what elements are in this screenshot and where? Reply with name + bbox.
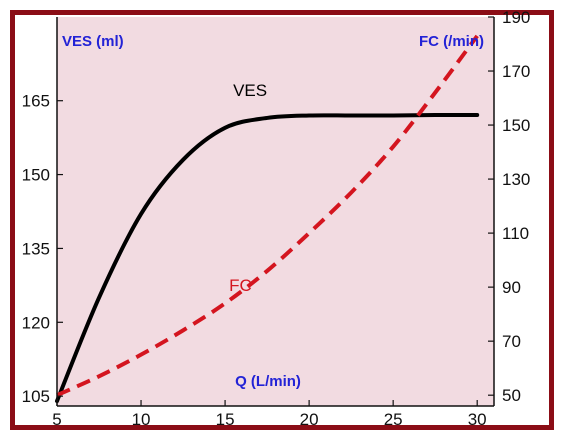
right-tick-label: 110: [502, 224, 529, 243]
left-axis-title: VES (ml): [62, 33, 124, 50]
series-fc-label: FC: [229, 276, 252, 295]
labels-layer: VES (ml) FC (/min) Q (L/min): [62, 33, 484, 390]
right-tick-label: 50: [502, 386, 521, 405]
left-tick-label: 120: [22, 313, 50, 332]
plot-area: [57, 17, 494, 406]
left-tick-label: 165: [22, 92, 50, 111]
x-axis-title: Q (L/min): [235, 373, 301, 390]
x-tick-label: 5: [52, 410, 61, 429]
x-tick-label: 30: [468, 410, 487, 429]
x-tick-label: 15: [216, 410, 235, 429]
right-axis-title: FC (/min): [419, 33, 484, 50]
series-ves-label: VES: [233, 81, 267, 100]
left-tick-label: 135: [22, 239, 50, 258]
left-tick-label: 150: [22, 166, 50, 185]
x-tick-label: 25: [384, 410, 403, 429]
x-tick-label: 20: [300, 410, 319, 429]
axes-layer: 5 10 15 20 25 30 105 120 135 150 165 50 70 90 110 130 15…: [22, 8, 531, 429]
series-ves-line: [55, 112, 480, 404]
right-tick-label: 130: [502, 170, 530, 189]
left-tick-label: 105: [22, 387, 50, 406]
series-layer: VES FC: [55, 34, 480, 404]
right-tick-label: 170: [502, 62, 530, 81]
right-tick-label: 90: [502, 278, 521, 297]
right-tick-label: 150: [502, 116, 530, 135]
right-tick-label: 190: [502, 8, 530, 27]
right-tick-label: 70: [502, 332, 521, 351]
series-fc-line: [56, 34, 479, 398]
x-tick-label: 10: [132, 410, 151, 429]
